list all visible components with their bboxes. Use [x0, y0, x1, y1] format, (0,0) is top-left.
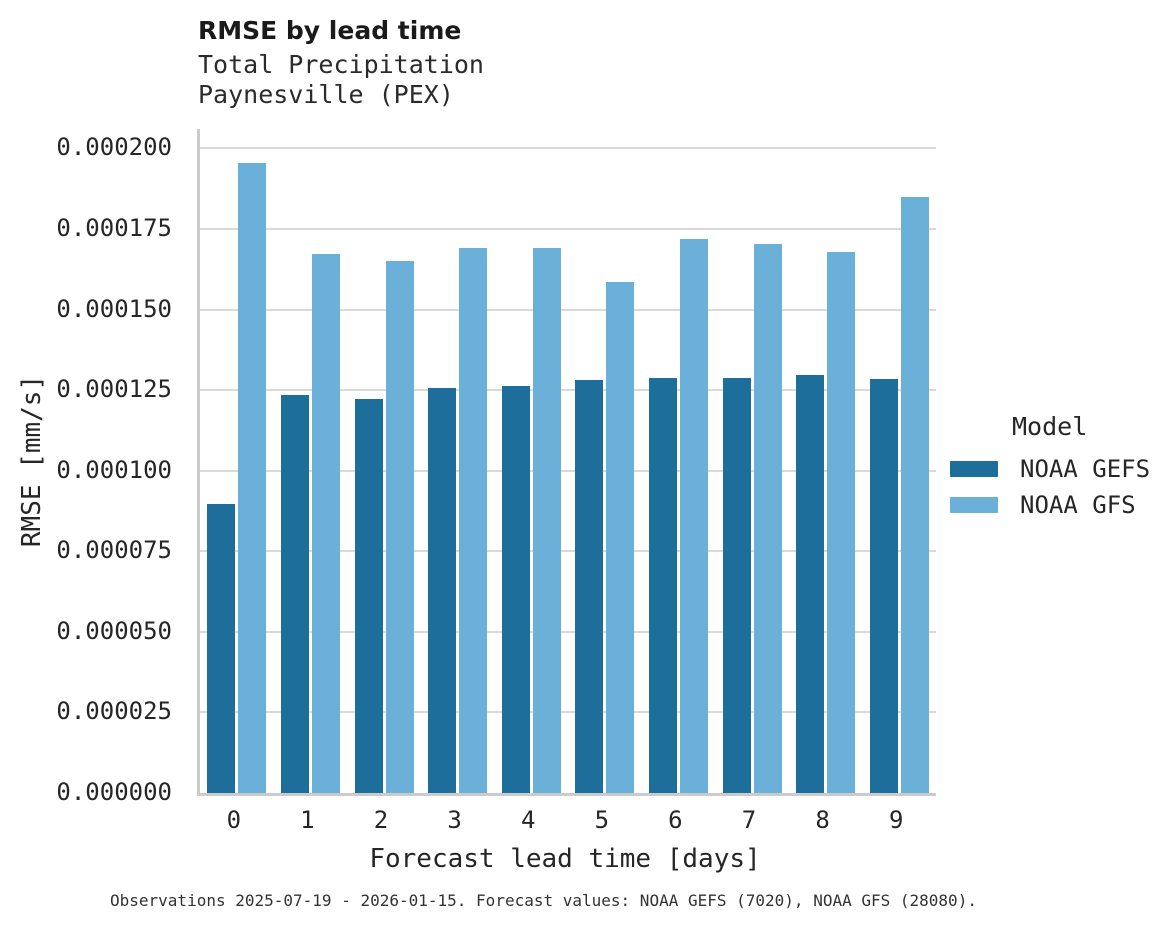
gridline [200, 227, 936, 230]
y-tick-label: 0.000025 [56, 697, 172, 726]
y-tick-label: 0.000175 [56, 214, 172, 243]
bar-noaa-gefs-day-9 [869, 379, 898, 793]
gridline [200, 147, 936, 150]
bar-noaa-gfs-day-6 [679, 239, 708, 793]
x-tick-label: 6 [668, 806, 683, 834]
x-axis-title: Forecast lead time [days] [369, 844, 761, 874]
gridline [200, 550, 936, 553]
bar-noaa-gfs-day-4 [532, 248, 561, 793]
x-tick-label: 3 [447, 806, 462, 834]
bar-noaa-gefs-day-5 [575, 380, 604, 793]
x-tick-label: 9 [888, 806, 904, 834]
x-tick-label: 7 [741, 806, 757, 834]
gridline [200, 469, 936, 472]
x-tick-label: 1 [300, 806, 315, 834]
bar-noaa-gefs-day-7 [722, 378, 751, 793]
bar-noaa-gfs-day-3 [459, 247, 488, 793]
y-tick-label: 0.000000 [56, 778, 172, 807]
bar-noaa-gfs-day-5 [606, 282, 635, 793]
bar-noaa-gefs-day-0 [207, 503, 236, 793]
x-tick-label: 0 [226, 806, 242, 834]
gridline [200, 711, 936, 714]
bar-noaa-gefs-day-8 [796, 374, 825, 793]
legend-item-label: NOAA GEFS [1020, 454, 1151, 483]
footer-note: Observations 2025-07-19 - 2026-01-15. Fo… [110, 891, 977, 910]
x-tick-labels: 0 1 2 3 4 5 6 7 8 9 [197, 806, 933, 838]
x-tick-label: 4 [520, 806, 536, 834]
bar-noaa-gfs-day-2 [385, 261, 414, 793]
y-tick-label: 0.000150 [56, 294, 172, 323]
chart-subtitle-station: Paynesville (PEX) [198, 80, 454, 109]
plot-area [197, 129, 936, 796]
bar-noaa-gfs-day-8 [827, 251, 856, 793]
gridline [200, 630, 936, 633]
y-tick-labels: 0.000000 0.000025 0.000050 0.000075 0.000100… [0, 129, 172, 806]
gridline [200, 308, 936, 311]
bar-noaa-gefs-day-3 [428, 388, 457, 793]
legend-title: Model [1012, 412, 1088, 441]
bar-noaa-gfs-day-9 [900, 197, 929, 793]
gridline [200, 389, 936, 392]
x-tick-label: 2 [373, 806, 389, 834]
bar-noaa-gefs-day-6 [648, 377, 677, 793]
legend-swatch-noaa-gfs [950, 496, 998, 513]
legend-item-noaa-gfs: NOAA GFS [950, 491, 1150, 519]
y-tick-label: 0.000100 [56, 455, 172, 484]
legend-item-noaa-gefs: NOAA GEFS [950, 455, 1150, 483]
bar-noaa-gfs-day-7 [753, 243, 782, 793]
bar-noaa-gefs-day-2 [354, 398, 383, 793]
bar-noaa-gefs-day-4 [501, 385, 530, 793]
bar-noaa-gefs-day-1 [280, 395, 309, 793]
legend-swatch-noaa-gefs [950, 460, 998, 477]
legend: Model NOAA GEFS NOAA GFS [950, 412, 1150, 519]
y-tick-label: 0.000200 [56, 133, 172, 162]
x-tick-label: 8 [815, 806, 830, 834]
bar-noaa-gfs-day-0 [238, 163, 267, 793]
y-tick-label: 0.000050 [56, 616, 172, 645]
y-tick-label: 0.000125 [56, 375, 172, 404]
legend-item-label: NOAA GFS [1020, 490, 1136, 519]
chart-subtitle-variable: Total Precipitation [198, 50, 484, 79]
y-tick-label: 0.000075 [56, 536, 172, 565]
page-title: RMSE by lead time [198, 16, 462, 45]
x-tick-label: 5 [594, 806, 610, 834]
bar-noaa-gfs-day-1 [311, 254, 340, 793]
